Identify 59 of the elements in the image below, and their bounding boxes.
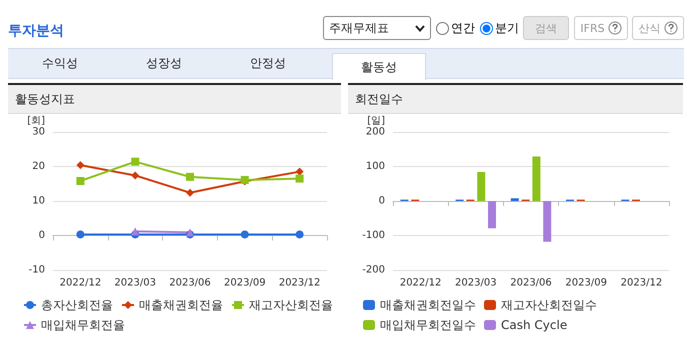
chart-title: 활동성지표 (8, 83, 341, 114)
legend-label: 매출채권회전일수 (380, 298, 476, 312)
legend-label: Cash Cycle (501, 318, 568, 332)
text: 주재무제표 (323, 16, 431, 40)
point (131, 171, 140, 180)
point (186, 188, 194, 197)
point (186, 172, 194, 181)
text: 활동성 (332, 53, 426, 80)
y-tick-label: 30 (32, 126, 45, 138)
chart-title: 회전일수 (348, 83, 683, 114)
y-axis-title: [회] (27, 116, 46, 126)
text: 분기 (494, 20, 519, 37)
legend-label: 재고자산회전율 (249, 298, 333, 312)
y-tick-label: -100 (362, 230, 385, 241)
x-tick-label: 2023/12 (278, 278, 320, 288)
text: 연간 (450, 20, 475, 37)
legend-label: 매입채무회전일수 (380, 318, 476, 332)
y-tick-label: 200 (366, 126, 385, 138)
text: 수익성 (41, 55, 79, 72)
text: 성장성 (145, 55, 183, 72)
legend-label: 재고자산회전일수 (501, 298, 597, 312)
y-tick-label: 100 (366, 161, 385, 172)
point (76, 230, 84, 238)
point (131, 158, 140, 166)
bar (543, 201, 552, 242)
y-tick-label: 20 (32, 161, 45, 172)
bar (510, 198, 519, 201)
y-tick-label: 10 (32, 196, 45, 206)
point (296, 230, 304, 238)
y-tick-label: 0 (378, 196, 385, 206)
point (76, 161, 84, 170)
x-tick-label: 2023/03 (455, 278, 497, 288)
x-tick-label: 2023/06 (169, 278, 211, 288)
text: 투자분석 (8, 22, 64, 40)
legend-label: 총자산회전율 (41, 298, 113, 312)
bar (532, 156, 540, 201)
legend-label: 매출채권회전율 (139, 298, 223, 312)
y-tick-label: -200 (362, 264, 385, 276)
bar (488, 201, 496, 228)
x-tick-label: 2023/12 (620, 278, 662, 288)
x-tick-label: 2022/12 (60, 278, 102, 288)
point (296, 174, 304, 183)
x-tick-label: 2023/09 (565, 278, 607, 288)
point (76, 176, 84, 185)
text: IFRS (574, 16, 628, 40)
text: 검색 (523, 16, 569, 40)
x-tick-label: 2022/12 (400, 278, 442, 288)
point (240, 230, 249, 238)
x-tick-label: 2023/09 (224, 278, 266, 288)
text: 산식 (632, 16, 684, 40)
y-tick-label: -10 (28, 264, 45, 276)
x-tick-label: 2023/06 (510, 278, 552, 288)
bar (477, 172, 486, 201)
y-axis-title: [일] (367, 116, 386, 126)
y-tick-label: 0 (38, 230, 45, 241)
legend-label: 매입채무회전율 (41, 318, 125, 332)
x-tick-label: 2023/03 (114, 278, 156, 288)
text: 안정성 (249, 55, 287, 72)
point (296, 168, 304, 176)
